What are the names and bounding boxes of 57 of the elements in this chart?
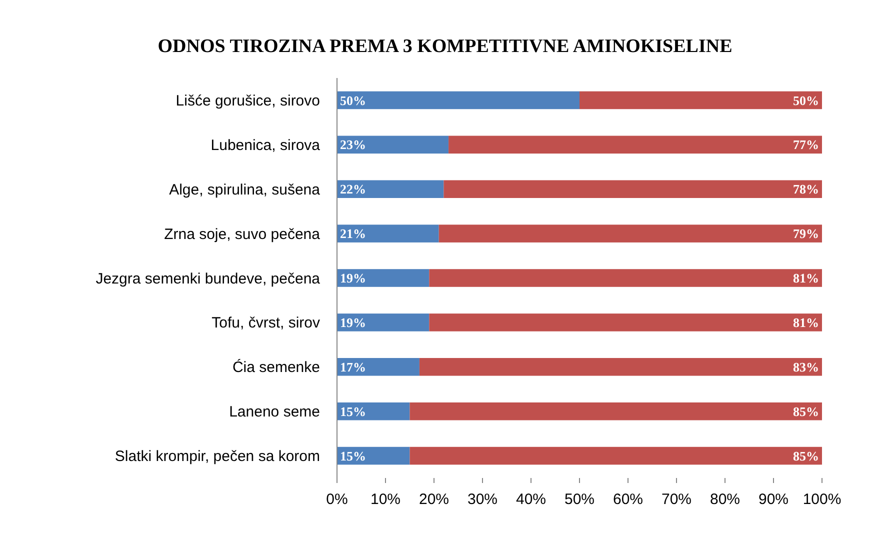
y-tick-label: Zrna soje, suvo pečena <box>164 226 321 243</box>
bar <box>337 136 449 154</box>
bar <box>337 91 580 110</box>
data-label: 15% <box>340 404 366 419</box>
data-label: 17% <box>340 359 366 374</box>
data-label: 22% <box>340 182 366 197</box>
data-label: 85% <box>793 404 819 419</box>
bar <box>429 314 822 332</box>
data-label: 15% <box>340 448 366 464</box>
x-tick-label: 50% <box>564 491 595 508</box>
bar <box>429 269 822 287</box>
bar <box>337 402 410 420</box>
data-label: 79% <box>793 226 819 242</box>
y-tick-label: Lubenica, sirova <box>210 136 321 154</box>
bar <box>448 136 822 154</box>
data-label: 50% <box>793 92 819 108</box>
x-tick-label: 80% <box>710 491 740 508</box>
bar <box>410 402 822 420</box>
data-label: 23% <box>340 137 366 152</box>
chart-title: ODNOS TIROZINA PREMA 3 KOMPETITIVNE AMINOKISELINE <box>158 36 732 57</box>
bar <box>337 180 444 198</box>
x-tick-label: 60% <box>612 491 644 508</box>
y-tick-label: Slatki krompir, pečen sa korom <box>114 448 320 466</box>
x-tick-label: 40% <box>516 491 546 508</box>
bar <box>337 314 430 332</box>
bar <box>438 224 822 242</box>
x-tick-label: 10% <box>370 491 401 508</box>
data-label: 81% <box>793 270 819 286</box>
data-label: 81% <box>793 314 819 330</box>
y-tick-label: Ćia semenke <box>232 358 320 376</box>
y-tick-label: Alge, spirulina, sušena <box>169 181 321 198</box>
bar <box>410 446 822 465</box>
data-label: 85% <box>793 448 819 464</box>
y-tick-label: Tofu, čvrst, sirov <box>212 314 320 332</box>
bar <box>337 269 430 287</box>
data-label: 21% <box>340 226 366 242</box>
bar <box>337 358 420 376</box>
y-tick-label: Lišće gorušice, sirovo <box>176 92 320 110</box>
bar <box>580 91 822 110</box>
x-tick-label: 20% <box>418 491 450 508</box>
bar <box>419 358 822 376</box>
bar <box>337 446 410 465</box>
x-tick-label: 30% <box>467 491 498 508</box>
data-label: 77% <box>793 137 819 152</box>
x-tick-label: 100% <box>802 491 842 508</box>
data-label: 19% <box>340 314 366 330</box>
data-label: 83% <box>793 359 819 374</box>
data-label: 19% <box>340 270 366 286</box>
x-tick-label: 70% <box>661 491 692 508</box>
x-tick-label: 0% <box>326 491 348 508</box>
bar <box>444 180 822 198</box>
data-label: 78% <box>793 182 819 197</box>
y-tick-label: Jezgra semenki bundeve, pečena <box>96 270 321 288</box>
data-label: 50% <box>340 92 366 108</box>
x-tick-label: 90% <box>758 491 789 508</box>
bar <box>337 224 439 242</box>
y-tick-label: Laneno seme <box>229 404 320 421</box>
